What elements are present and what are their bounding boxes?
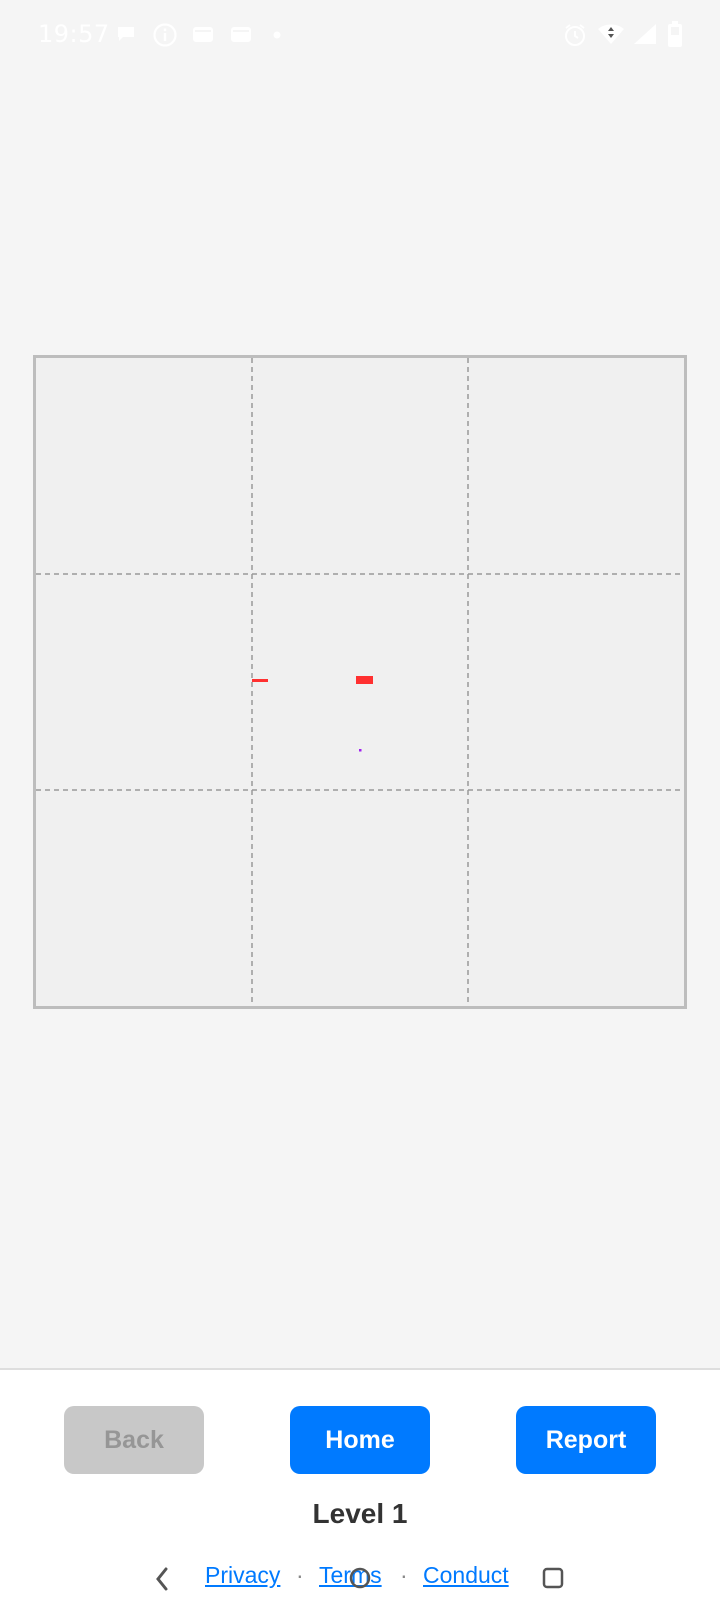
status-time: 19:57	[38, 20, 110, 48]
wifi-icon	[598, 24, 624, 44]
dot-icon	[273, 31, 281, 39]
chat-icon	[118, 27, 134, 41]
home-nav-icon[interactable]	[348, 1566, 372, 1590]
separator-2: ·	[400, 1562, 408, 1588]
battery-icon	[668, 21, 682, 47]
status-bar: 19:57	[0, 0, 720, 70]
storage-icon	[193, 27, 213, 42]
report-button[interactable]: Report	[516, 1406, 656, 1474]
card-icon	[231, 27, 251, 42]
footer-links: Privacy · Terms · Conduct	[0, 1562, 720, 1602]
signal-icon	[634, 24, 656, 44]
info-icon	[153, 23, 177, 47]
recents-nav-icon[interactable]	[541, 1566, 565, 1590]
back-nav-icon[interactable]	[152, 1564, 172, 1594]
back-button[interactable]: Back	[64, 1406, 204, 1474]
red-dash-left[interactable]	[252, 679, 268, 682]
purple-dot[interactable]	[359, 749, 362, 752]
alarm-icon	[565, 24, 585, 46]
board-grid	[36, 358, 684, 1006]
red-block-center[interactable]	[356, 676, 373, 684]
privacy-link[interactable]: Privacy	[205, 1562, 281, 1588]
home-button[interactable]: Home	[290, 1406, 430, 1474]
conduct-link[interactable]: Conduct	[423, 1562, 509, 1588]
level-label: Level 1	[312, 1498, 408, 1529]
puzzle-board[interactable]	[33, 355, 687, 1009]
control-panel: Back Home Report Level 1 Privacy · Terms…	[0, 1368, 720, 1606]
separator-1: ·	[296, 1562, 304, 1588]
